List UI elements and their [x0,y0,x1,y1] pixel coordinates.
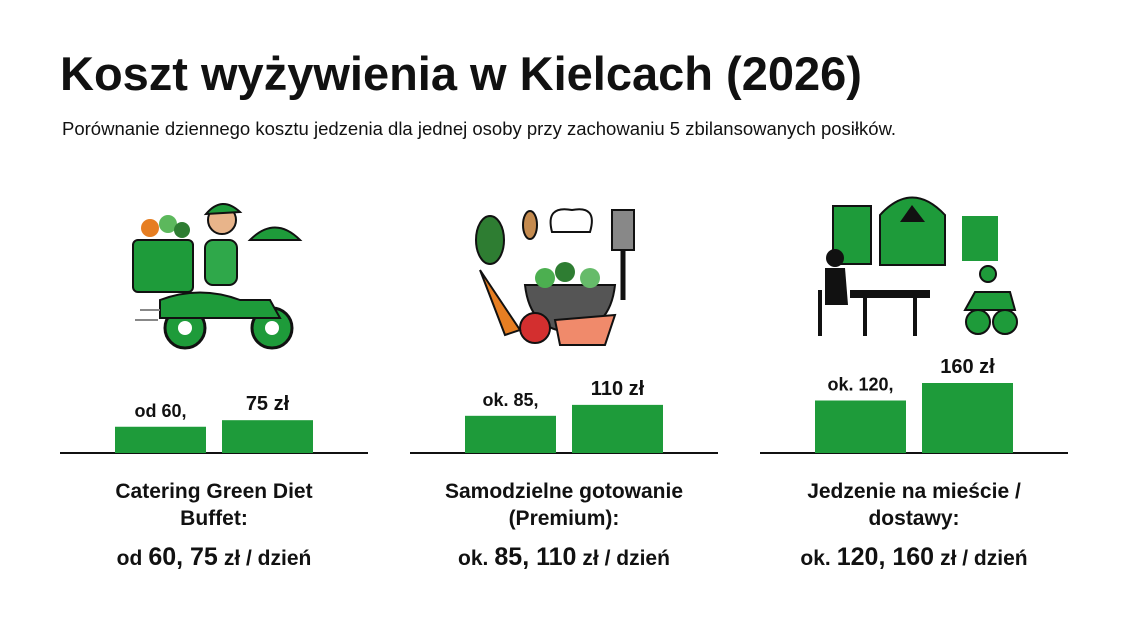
bar [572,404,663,453]
caption: (Premium): [509,507,620,530]
bar [222,420,313,453]
value-label: 110 zł [591,378,645,400]
icon-cooking [475,208,635,346]
summary: ok. 120, 160 zł / dzień [800,543,1027,571]
caption: Catering Green Diet [115,480,312,503]
caption: dostawy: [868,507,959,530]
summary-prefix: ok. [800,547,830,570]
value-label: ok. 120, [827,375,893,395]
summary-suffix: zł / dzień [582,547,670,570]
summary-prefix: ok. [458,547,488,570]
bar [815,400,906,453]
caption: Buffet: [180,507,248,530]
icon-restaurant [818,196,1018,336]
bar [115,426,206,453]
summary-amount: 120, 160 [837,543,934,571]
subtitle: Porównanie dziennego kosztu jedzenia dla… [62,118,896,139]
caption: Samodzielne gotowanie [445,480,683,503]
icon-scooter [132,203,303,350]
summary: ok. 85, 110 zł / dzień [458,543,670,571]
summary-suffix: zł / dzień [224,547,312,570]
bar [922,383,1013,453]
value-label: 160 zł [940,356,995,378]
value-label: 75 zł [246,393,290,415]
summary-amount: 85, 110 [494,543,576,571]
title: Koszt wyżywienia w Kielcach (2026) [60,47,862,100]
summary-suffix: zł / dzień [940,547,1028,570]
value-label: od 60, [134,401,186,421]
bar [465,415,556,453]
summary: od 60, 75 zł / dzień [117,543,312,571]
summary-amount: 60, 75 [148,543,218,571]
caption: Jedzenie na mieście / [807,480,1021,503]
value-label: ok. 85, [482,390,538,410]
summary-prefix: od [117,547,143,570]
